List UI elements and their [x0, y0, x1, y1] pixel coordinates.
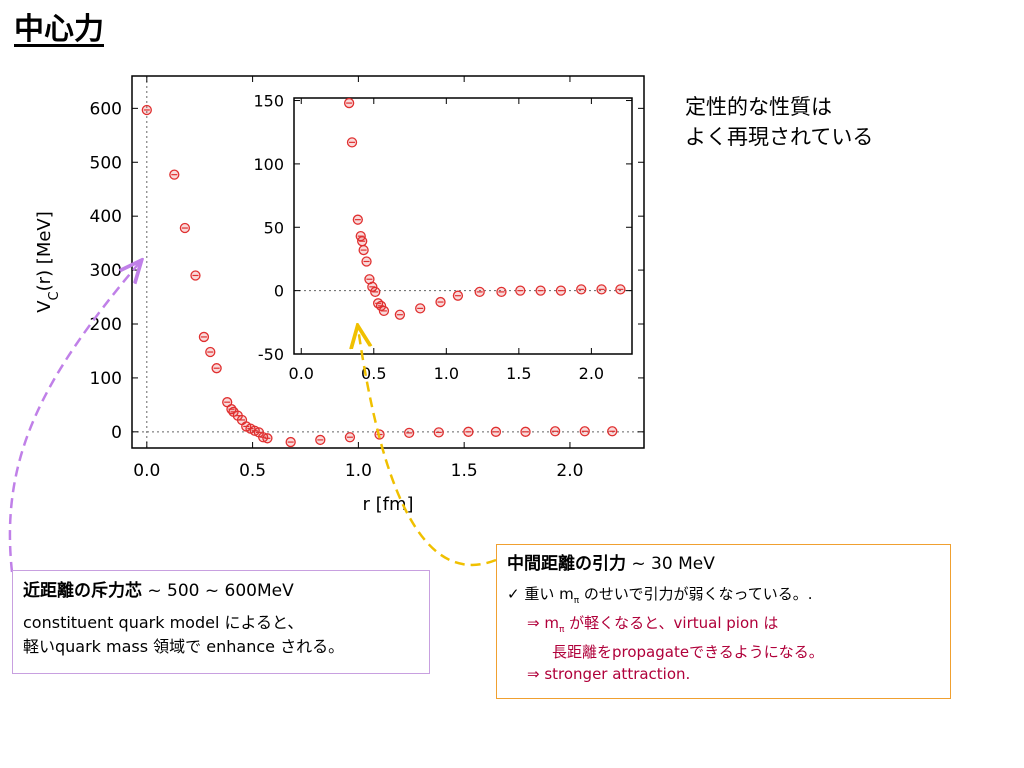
inset-plot: 0.0 0.5 1.0 1.5 2.0 -50 0 50 100 150 — [253, 92, 633, 383]
data-point — [352, 214, 363, 225]
y-axis-label-rest: (r) [MeV] — [34, 211, 55, 291]
x-tick-label: 0.5 — [361, 364, 386, 383]
x-tick-label: 1.0 — [434, 364, 459, 383]
short-range-arrow — [8, 262, 140, 573]
mid-range-box: 中間距離の引力 ~ 30 MeV ✓ 重い mπ のせいで引力が弱くなっている。… — [496, 544, 951, 699]
data-point — [343, 97, 355, 109]
y-tick-label: 0 — [111, 423, 122, 443]
data-point — [344, 432, 356, 443]
data-point — [576, 284, 587, 295]
short-range-line2: 軽いquark mass 領域で enhance される。 — [23, 637, 345, 656]
mid-range-line1-post: のせいで引力が弱くなっている。. — [579, 585, 813, 603]
data-point — [358, 244, 369, 256]
note-line1: 定性的な性質は — [685, 95, 832, 119]
note: 定性的な性質は よく再現されている — [685, 92, 873, 152]
y-axis-label-sub: C — [47, 291, 62, 300]
y-tick-label: 500 — [90, 153, 122, 173]
y-tick-label: 200 — [90, 315, 122, 335]
short-range-box: 近距離の斥力芯 ~ 500 ~ 600MeV constituent quark… — [12, 570, 430, 674]
data-point — [205, 346, 216, 358]
x-axis-label: r [fm] — [362, 494, 413, 515]
x-tick-label: 0.0 — [289, 364, 314, 383]
mid-range-line1: ✓ 重い mπ のせいで引力が弱くなっている。. — [507, 583, 940, 612]
data-point — [555, 285, 567, 296]
x-tick-label: 2.0 — [579, 364, 604, 383]
data-point — [515, 285, 526, 296]
data-point — [520, 426, 531, 437]
data-point — [198, 331, 210, 343]
x-tick-label: 1.0 — [345, 461, 372, 481]
data-point — [253, 427, 265, 438]
pi-subscript: π — [558, 625, 565, 635]
plot-frame — [293, 97, 633, 355]
mid-range-heading: 中間距離の引力 ~ 30 MeV — [507, 553, 940, 575]
data-point — [141, 104, 152, 116]
y-tick-label: 100 — [253, 155, 284, 174]
y-tick-label: 600 — [90, 99, 122, 119]
pi-subscript: π — [573, 596, 580, 606]
mid-range-line2-pre: ⇒ m — [527, 614, 559, 632]
slide-title: 中心力 — [14, 12, 104, 47]
x-tick-label: 0.5 — [239, 461, 266, 481]
y-tick-label: -50 — [258, 345, 284, 364]
y-tick-label: 400 — [90, 207, 122, 227]
data-point — [370, 286, 381, 298]
mid-range-heading-text: 中間距離の引力 — [507, 554, 626, 574]
x-tick-label: 2.0 — [556, 461, 583, 481]
x-tick-label: 1.5 — [451, 461, 478, 481]
data-point — [433, 427, 444, 438]
y-tick-label: 100 — [90, 369, 122, 389]
x-tick-label: 0.0 — [133, 461, 160, 481]
short-range-line1: constituent quark model によると、 — [23, 613, 304, 632]
short-range-heading: 近距離の斥力芯 ~ 500 ~ 600MeV — [23, 579, 419, 603]
data-point — [262, 433, 273, 444]
x-tick-label: 1.5 — [506, 364, 531, 383]
short-range-heading-text: 近距離の斥力芯 — [23, 581, 142, 601]
data-point — [357, 236, 368, 247]
data-point — [549, 426, 561, 437]
data-point — [361, 256, 372, 267]
mid-range-line3: 長距離をpropagateできるようになる。 — [552, 643, 824, 661]
data-point — [535, 285, 546, 296]
data-point — [496, 286, 507, 298]
data-point — [463, 426, 474, 437]
mid-range-arrow — [358, 328, 497, 567]
data-point — [452, 290, 464, 301]
data-point — [415, 303, 426, 314]
mid-range-line4: ⇒ stronger attraction. — [527, 665, 691, 683]
data-point — [367, 281, 378, 292]
y-tick-label: 0 — [274, 282, 284, 301]
data-point — [615, 284, 626, 295]
data-point — [607, 426, 618, 437]
data-point — [596, 284, 607, 295]
data-point — [179, 222, 191, 234]
y-tick-label: 150 — [253, 92, 284, 111]
mid-range-line2-post: が軽くなると、virtual pion は — [564, 614, 779, 632]
mid-range-line2: ⇒ mπ が軽くなると、virtual pion は — [507, 612, 940, 641]
data-point — [315, 434, 326, 446]
data-point — [285, 436, 296, 448]
mid-range-heading-value: ~ 30 MeV — [626, 554, 715, 574]
data-point — [346, 137, 358, 148]
y-tick-label: 50 — [264, 218, 284, 237]
data-point — [435, 296, 446, 308]
data-point — [490, 426, 502, 437]
y-tick-label: 300 — [90, 261, 122, 281]
data-point — [404, 427, 415, 439]
y-axis-label-main: V — [34, 300, 55, 313]
note-line2: よく再現されている — [685, 125, 874, 149]
y-axis-label: VC(r) [MeV] — [34, 211, 62, 313]
data-point — [579, 426, 590, 437]
data-point — [169, 169, 180, 180]
short-range-heading-value: ~ 500 ~ 600MeV — [142, 581, 294, 601]
data-point — [190, 270, 201, 281]
mid-range-line1-pre: ✓ 重い m — [507, 585, 574, 603]
data-point — [378, 305, 390, 317]
data-point — [394, 309, 406, 320]
data-point — [474, 286, 485, 298]
data-point — [211, 363, 222, 374]
